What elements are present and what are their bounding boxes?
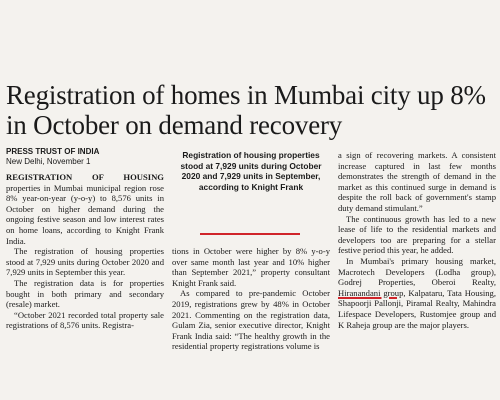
text: In Mumbai's primary housing market, Macr… bbox=[338, 255, 496, 288]
agency: PRESS TRUST OF INDIA bbox=[6, 147, 100, 156]
paragraph: a sign of recovering markets. A consiste… bbox=[338, 150, 496, 213]
quote-rule bbox=[200, 233, 300, 235]
paragraph: REGISTRATION OF HOUSING properties in Mu… bbox=[6, 172, 164, 246]
lead-in: REGISTRATION OF HOUSING bbox=[6, 172, 164, 182]
column: REGISTRATION OF HOUSING properties in Mu… bbox=[6, 172, 164, 331]
paragraph: In Mumbai's primary housing market, Macr… bbox=[338, 256, 496, 330]
pull-quote: Registration of housing properties stood… bbox=[180, 150, 322, 192]
paragraph: As compared to pre-pandemic October 2019… bbox=[172, 288, 330, 352]
headline: Registration of homes in Mumbai city up … bbox=[6, 80, 486, 140]
column: a sign of recovering markets. A consiste… bbox=[338, 150, 496, 330]
dateline: New Delhi, November 1 bbox=[6, 157, 91, 166]
text: Kalpataru, Tata Housing, Shapoorji Pallo… bbox=[338, 287, 496, 330]
paragraph: The registration of housing properties s… bbox=[6, 246, 164, 278]
byline: PRESS TRUST OF INDIA New Delhi, November… bbox=[6, 147, 166, 167]
paragraph: tions in October were higher by 8% y-o-y… bbox=[172, 246, 330, 288]
paragraph: The continuous growth has led to a new l… bbox=[338, 213, 496, 256]
column: tions in October were higher by 8% y-o-y… bbox=[172, 246, 330, 352]
paragraph: The registration data is for properties … bbox=[6, 277, 164, 310]
text: properties in Mumbai municipal region ro… bbox=[6, 182, 164, 246]
paragraph: “October 2021 recorded total property sa… bbox=[6, 309, 164, 331]
highlighted-text: Hiranandani group, bbox=[338, 287, 406, 298]
